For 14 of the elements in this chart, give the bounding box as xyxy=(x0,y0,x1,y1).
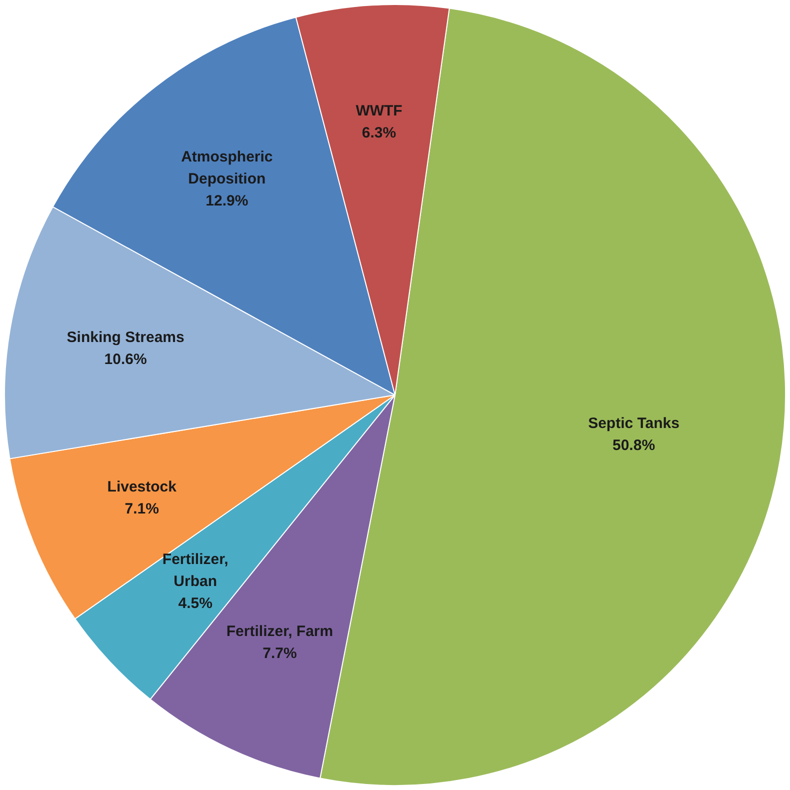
data-label: 6.3% xyxy=(362,124,396,142)
data-label: 12.9% xyxy=(206,192,248,210)
data-label: 4.5% xyxy=(178,594,212,612)
data-label: 50.8% xyxy=(612,437,656,454)
slice-label: Livestock xyxy=(107,478,178,496)
data-label: 7.1% xyxy=(124,500,159,518)
slice-label: Sinking Streams xyxy=(66,329,184,346)
slice-label: Septic Tanks xyxy=(588,415,680,432)
data-label: 10.6% xyxy=(104,351,147,368)
data-label: 7.7% xyxy=(262,645,297,662)
slice-label: WWTF xyxy=(356,102,402,120)
slice-label: Atmospheric Deposition xyxy=(181,148,273,188)
slice-label: Fertilizer, Farm xyxy=(226,623,334,640)
slice-label: Fertilizer, Urban xyxy=(162,550,228,590)
